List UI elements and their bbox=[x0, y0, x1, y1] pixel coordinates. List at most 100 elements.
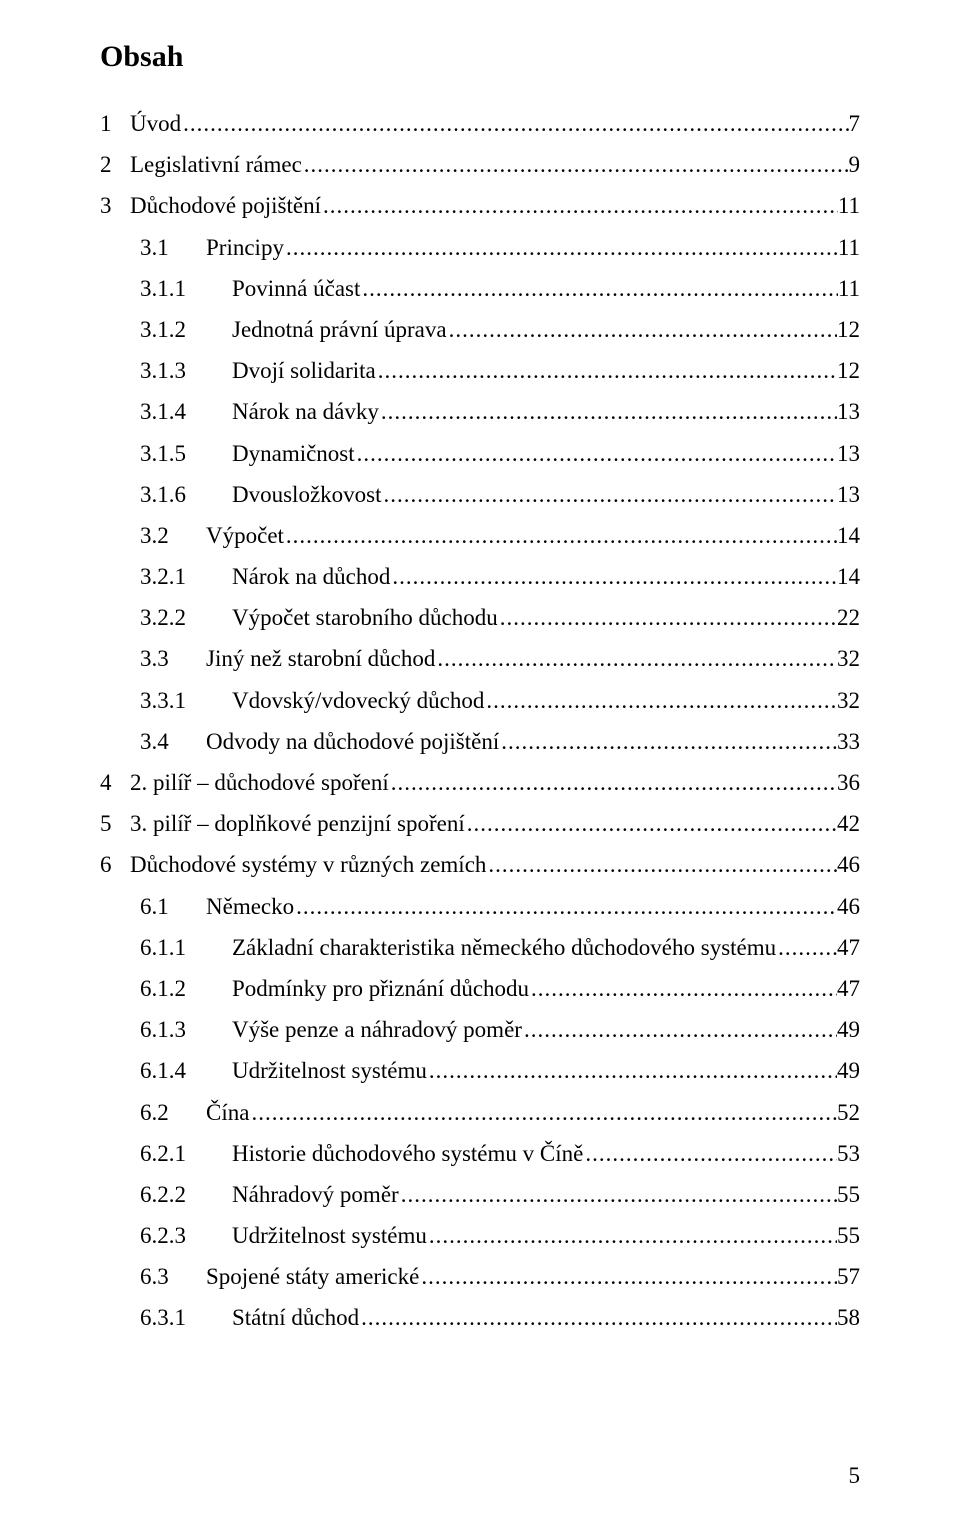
toc-title: Obsah bbox=[100, 40, 860, 74]
toc-entry-label: Jiný než starobní důchod bbox=[206, 647, 435, 670]
toc-entry-page: 36 bbox=[837, 771, 860, 794]
toc-entry-number: 6.1 bbox=[140, 895, 206, 918]
toc-entry: 3.3.1Vdovský/vdovecký důchod............… bbox=[100, 689, 860, 712]
toc-entry-leader: ........................................… bbox=[284, 236, 838, 259]
toc-entry-number: 6.2.1 bbox=[140, 1142, 232, 1165]
toc-entry: 2Legislativní rámec.....................… bbox=[100, 153, 860, 176]
toc-entry: 42. pilíř – důchodové spoření...........… bbox=[100, 771, 860, 794]
toc-entry-number: 4 bbox=[100, 771, 130, 794]
toc-entry: 6.2Čína.................................… bbox=[100, 1101, 860, 1124]
toc-entry-leader: ........................................… bbox=[427, 1224, 837, 1247]
toc-entry: 53. pilíř – doplňkové penzijní spoření..… bbox=[100, 812, 860, 835]
toc-entry-leader: ........................................… bbox=[390, 565, 837, 588]
toc-entry-page: 9 bbox=[849, 153, 861, 176]
toc-entry-leader: ........................................… bbox=[399, 1183, 837, 1206]
toc-entry-label: Náhradový poměr bbox=[232, 1183, 399, 1206]
toc-entry: 6.1.4Udržitelnost systému...............… bbox=[100, 1059, 860, 1082]
toc-entry-label: Výše penze a náhradový poměr bbox=[232, 1018, 522, 1041]
toc-entry-label: Základní charakteristika německého důcho… bbox=[232, 936, 776, 959]
toc-entry-label: Výpočet bbox=[206, 524, 284, 547]
toc-entry-label: Výpočet starobního důchodu bbox=[232, 606, 498, 629]
toc-entry: 6Důchodové systémy v různých zemích.....… bbox=[100, 853, 860, 876]
toc-entry-number: 6 bbox=[100, 853, 130, 876]
toc-entry-number: 3.2.1 bbox=[140, 565, 232, 588]
toc-entry: 3.4Odvody na důchodové pojištění........… bbox=[100, 730, 860, 753]
toc-entry-number: 3.1.3 bbox=[140, 359, 232, 382]
toc-entry-page: 55 bbox=[837, 1183, 860, 1206]
toc-entry-leader: ........................................… bbox=[284, 524, 837, 547]
toc-entry-page: 57 bbox=[837, 1265, 860, 1288]
document-page: Obsah 1Úvod.............................… bbox=[0, 0, 960, 1539]
toc-entry-leader: ........................................… bbox=[181, 112, 848, 135]
toc-entry: 6.3.1Státní důchod......................… bbox=[100, 1306, 860, 1329]
toc-entry-page: 53 bbox=[837, 1142, 860, 1165]
toc-entry-leader: ........................................… bbox=[498, 606, 837, 629]
toc-entry-label: Legislativní rámec bbox=[130, 153, 302, 176]
toc-entry-label: Nárok na dávky bbox=[232, 400, 379, 423]
toc-entry-number: 6.1.4 bbox=[140, 1059, 232, 1082]
toc-entry-page: 33 bbox=[837, 730, 860, 753]
toc-entry-page: 46 bbox=[837, 895, 860, 918]
toc-entry: 1Úvod...................................… bbox=[100, 112, 860, 135]
toc-entry: 6.1.3Výše penze a náhradový poměr.......… bbox=[100, 1018, 860, 1041]
toc-entry-page: 49 bbox=[837, 1018, 860, 1041]
toc-entry-number: 6.2 bbox=[140, 1101, 206, 1124]
toc-entry-page: 12 bbox=[837, 359, 860, 382]
toc-entry: 3.1.4Nárok na dávky.....................… bbox=[100, 400, 860, 423]
toc-entry-leader: ........................................… bbox=[583, 1142, 837, 1165]
toc-entry-page: 32 bbox=[837, 647, 860, 670]
toc-entry-leader: ........................................… bbox=[302, 153, 849, 176]
toc-entry-page: 11 bbox=[838, 236, 860, 259]
toc-entry-number: 1 bbox=[100, 112, 130, 135]
toc-entry-page: 7 bbox=[849, 112, 861, 135]
toc-entry: 3.2.2Výpočet starobního důchodu.........… bbox=[100, 606, 860, 629]
toc-entry: 6.1.1Základní charakteristika německého … bbox=[100, 936, 860, 959]
toc-entry-number: 3.1.5 bbox=[140, 442, 232, 465]
toc-entry-label: Podmínky pro přiznání důchodu bbox=[232, 977, 529, 1000]
toc-entry-page: 47 bbox=[837, 977, 860, 1000]
toc-entry-page: 13 bbox=[837, 483, 860, 506]
toc-entry-label: Nárok na důchod bbox=[232, 565, 390, 588]
toc-entry-leader: ........................................… bbox=[294, 895, 837, 918]
toc-entry-number: 3.1.6 bbox=[140, 483, 232, 506]
toc-entry: 3.2Výpočet..............................… bbox=[100, 524, 860, 547]
toc-entry-leader: ........................................… bbox=[376, 359, 837, 382]
toc-entry-page: 12 bbox=[837, 318, 860, 341]
toc-entry-page: 14 bbox=[837, 524, 860, 547]
toc-entry: 6.2.2Náhradový poměr....................… bbox=[100, 1183, 860, 1206]
toc-entry-number: 3.4 bbox=[140, 730, 206, 753]
toc-entry-leader: ........................................… bbox=[249, 1101, 837, 1124]
toc-entry-leader: ........................................… bbox=[379, 400, 837, 423]
toc-entry-label: Udržitelnost systému bbox=[232, 1224, 427, 1247]
toc-entry-leader: ........................................… bbox=[499, 730, 837, 753]
page-number: 5 bbox=[849, 1463, 861, 1489]
toc-entry-number: 3.1.1 bbox=[140, 277, 232, 300]
toc-entry-page: 52 bbox=[837, 1101, 860, 1124]
toc-entry-page: 32 bbox=[837, 689, 860, 712]
toc-entry-page: 46 bbox=[837, 853, 860, 876]
toc-entry: 6.2.1Historie důchodového systému v Číně… bbox=[100, 1142, 860, 1165]
toc-entry-label: 3. pilíř – doplňkové penzijní spoření bbox=[130, 812, 465, 835]
toc-entry-label: Principy bbox=[206, 236, 284, 259]
toc-entry-leader: ........................................… bbox=[382, 483, 838, 506]
toc-entry: 6.2.3Udržitelnost systému...............… bbox=[100, 1224, 860, 1247]
toc-entry-leader: ........................................… bbox=[360, 277, 837, 300]
toc-entry-number: 3.3.1 bbox=[140, 689, 232, 712]
toc-entry-number: 3.2.2 bbox=[140, 606, 232, 629]
toc-entry-label: Dynamičnost bbox=[232, 442, 355, 465]
toc-entry-leader: ........................................… bbox=[529, 977, 837, 1000]
toc-entry-label: Státní důchod bbox=[232, 1306, 359, 1329]
toc-entry: 3.1.6Dvousložkovost.....................… bbox=[100, 483, 860, 506]
toc-entry-page: 58 bbox=[837, 1306, 860, 1329]
toc-entry: 3.1.3Dvojí solidarita...................… bbox=[100, 359, 860, 382]
toc-entry-page: 22 bbox=[837, 606, 860, 629]
toc-entry: 3.2.1Nárok na důchod....................… bbox=[100, 565, 860, 588]
toc-entry-leader: ........................................… bbox=[355, 442, 837, 465]
toc-entry-leader: ........................................… bbox=[447, 318, 837, 341]
toc-entry: 6.1Německo..............................… bbox=[100, 895, 860, 918]
toc-entry-leader: ........................................… bbox=[435, 647, 837, 670]
toc-entry: 6.1.2Podmínky pro přiznání důchodu......… bbox=[100, 977, 860, 1000]
toc-entry-label: Německo bbox=[206, 895, 294, 918]
toc-entry-leader: ........................................… bbox=[419, 1265, 837, 1288]
toc-entry: 3.1Principy.............................… bbox=[100, 236, 860, 259]
